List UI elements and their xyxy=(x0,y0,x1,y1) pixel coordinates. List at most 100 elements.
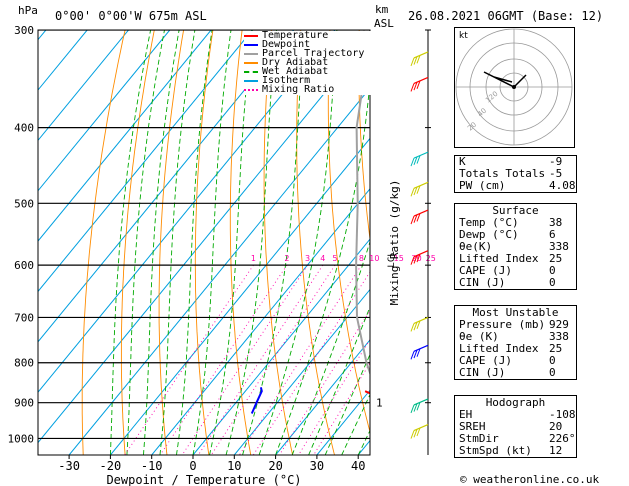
isotherm-line xyxy=(38,30,212,242)
wet-adiabat-line xyxy=(126,30,165,455)
most-unstable-row: Pressure (mb) 929 xyxy=(455,319,576,331)
index-value: -9 xyxy=(549,155,563,168)
wind-barb-flag xyxy=(410,215,415,225)
mixing-ratio-line xyxy=(159,264,288,455)
surface-label: Dewp (°C) xyxy=(459,228,519,241)
hodograph-value: 20 xyxy=(549,420,563,433)
isotherm-line xyxy=(192,238,370,455)
wet-adiabat-line xyxy=(142,30,180,455)
legend-swatch xyxy=(244,71,258,73)
isotherm-line xyxy=(38,30,88,91)
most-unstable-box: Most Unstable Pressure (mb) 929 θe (K) 338 L… xyxy=(454,305,577,380)
wet-adiabat-line xyxy=(192,30,232,455)
legend-item: Temperature xyxy=(244,31,384,41)
hodograph-ring-label: 40 xyxy=(476,107,488,119)
wind-barb-flag xyxy=(410,351,415,360)
x-tick-label: -30 xyxy=(58,459,80,473)
mixing-ratio-line xyxy=(197,264,324,455)
wind-barb-flag xyxy=(410,323,415,332)
hodograph-label: EH xyxy=(459,408,473,421)
surface-value: 0 xyxy=(549,276,556,289)
wind-barb xyxy=(410,316,429,332)
surface-value: 338 xyxy=(549,240,569,253)
wind-barb-flag xyxy=(413,186,418,196)
surface-label: CAPE (J) xyxy=(459,264,512,277)
legend-swatch xyxy=(244,80,258,82)
isotherm-line xyxy=(38,36,370,444)
legend-item: Parcel Trajectory xyxy=(244,49,384,59)
hodograph-row: StmSpd (kt) 12 xyxy=(455,445,576,457)
index-row: Totals Totals -5 xyxy=(455,168,576,180)
mixing-ratio-label: 1 xyxy=(251,254,256,263)
most-unstable-label: Pressure (mb) xyxy=(459,318,546,331)
x-tick-label: 20 xyxy=(268,459,282,473)
mixing-ratio-line xyxy=(239,264,362,455)
wind-barb xyxy=(410,51,429,67)
wet-adiabat-line xyxy=(109,30,152,455)
index-value: 4.08 xyxy=(549,179,576,192)
dry-adiabat-line xyxy=(81,30,126,455)
wind-barb-shaft xyxy=(413,424,429,432)
surface-label: CIN (J) xyxy=(459,276,506,289)
wet-adiabat-line xyxy=(291,240,370,455)
isotherm-line xyxy=(110,137,370,455)
wind-barb xyxy=(410,398,429,414)
legend-item: Dewpoint xyxy=(244,40,384,50)
location-title: 0°00' 0°00'W 675m ASL xyxy=(55,9,207,23)
legend-swatch xyxy=(244,35,258,37)
km-tick-label: 1 xyxy=(376,397,383,410)
wind-barb-flag xyxy=(413,429,418,438)
plot-frame xyxy=(37,29,371,456)
surface-value: 25 xyxy=(549,252,563,265)
wind-barb xyxy=(410,76,429,92)
km-label: km xyxy=(375,3,389,16)
hodograph-value: -108 xyxy=(549,408,576,421)
isotherm-line xyxy=(38,30,295,343)
surface-label: Lifted Index xyxy=(459,252,539,265)
wind-barb-flag xyxy=(413,349,418,359)
most-unstable-value: 25 xyxy=(549,342,563,355)
isotherm-line xyxy=(275,339,370,455)
x-axis-label: Dewpoint / Temperature (°C) xyxy=(106,473,301,486)
most-unstable-value: 338 xyxy=(549,330,569,343)
wind-barb-flag xyxy=(416,320,421,330)
surface-row: Temp (°C) 38 xyxy=(455,217,576,229)
watermark: © weatheronline.co.uk xyxy=(460,473,600,486)
index-label: K xyxy=(459,155,466,168)
wind-barb-flag xyxy=(416,80,421,89)
most-unstable-label: Lifted Index xyxy=(459,342,539,355)
pressure-tick-label: 900 xyxy=(14,397,34,410)
legend-swatch xyxy=(244,44,258,46)
most-unstable-label: CIN (J) xyxy=(459,366,506,379)
wind-barb-shaft xyxy=(413,398,429,406)
pressure-tick-label: 500 xyxy=(14,197,34,210)
wind-barb xyxy=(410,209,429,225)
lcl-label: LCL xyxy=(387,251,397,267)
asl-label: ASL xyxy=(374,17,394,30)
index-value: -5 xyxy=(549,167,563,180)
mixing-ratio-label: 8 xyxy=(359,254,364,263)
most-unstable-title: Most Unstable xyxy=(472,306,559,319)
wind-barb-shaft xyxy=(413,344,429,352)
indices-box: K -9 Totals Totals -5 PW (cm) 4.08 xyxy=(454,155,577,193)
wind-barb-flag xyxy=(410,157,415,167)
wet-adiabat-line xyxy=(159,30,196,455)
wind-barb-shaft xyxy=(413,181,429,189)
wind-barb-flag xyxy=(413,255,418,264)
wind-barb-flag xyxy=(413,156,418,166)
wind-barb xyxy=(410,250,429,265)
isotherm-line xyxy=(233,288,370,455)
wind-barb-shaft xyxy=(413,76,429,84)
legend-item: Mixing Ratio xyxy=(244,85,384,95)
plot-area xyxy=(38,30,370,455)
most-unstable-value: 0 xyxy=(549,354,556,367)
hodograph-label: SREH xyxy=(459,420,486,433)
wind-barb-shaft xyxy=(413,209,429,217)
hodograph-value: 12 xyxy=(549,444,563,457)
x-tick-label: -10 xyxy=(141,459,163,473)
mixing-ratio-line xyxy=(313,362,370,455)
hodograph-row: EH -108 xyxy=(455,409,576,421)
wind-barb-flag xyxy=(410,83,415,92)
wind-barb xyxy=(410,344,429,360)
